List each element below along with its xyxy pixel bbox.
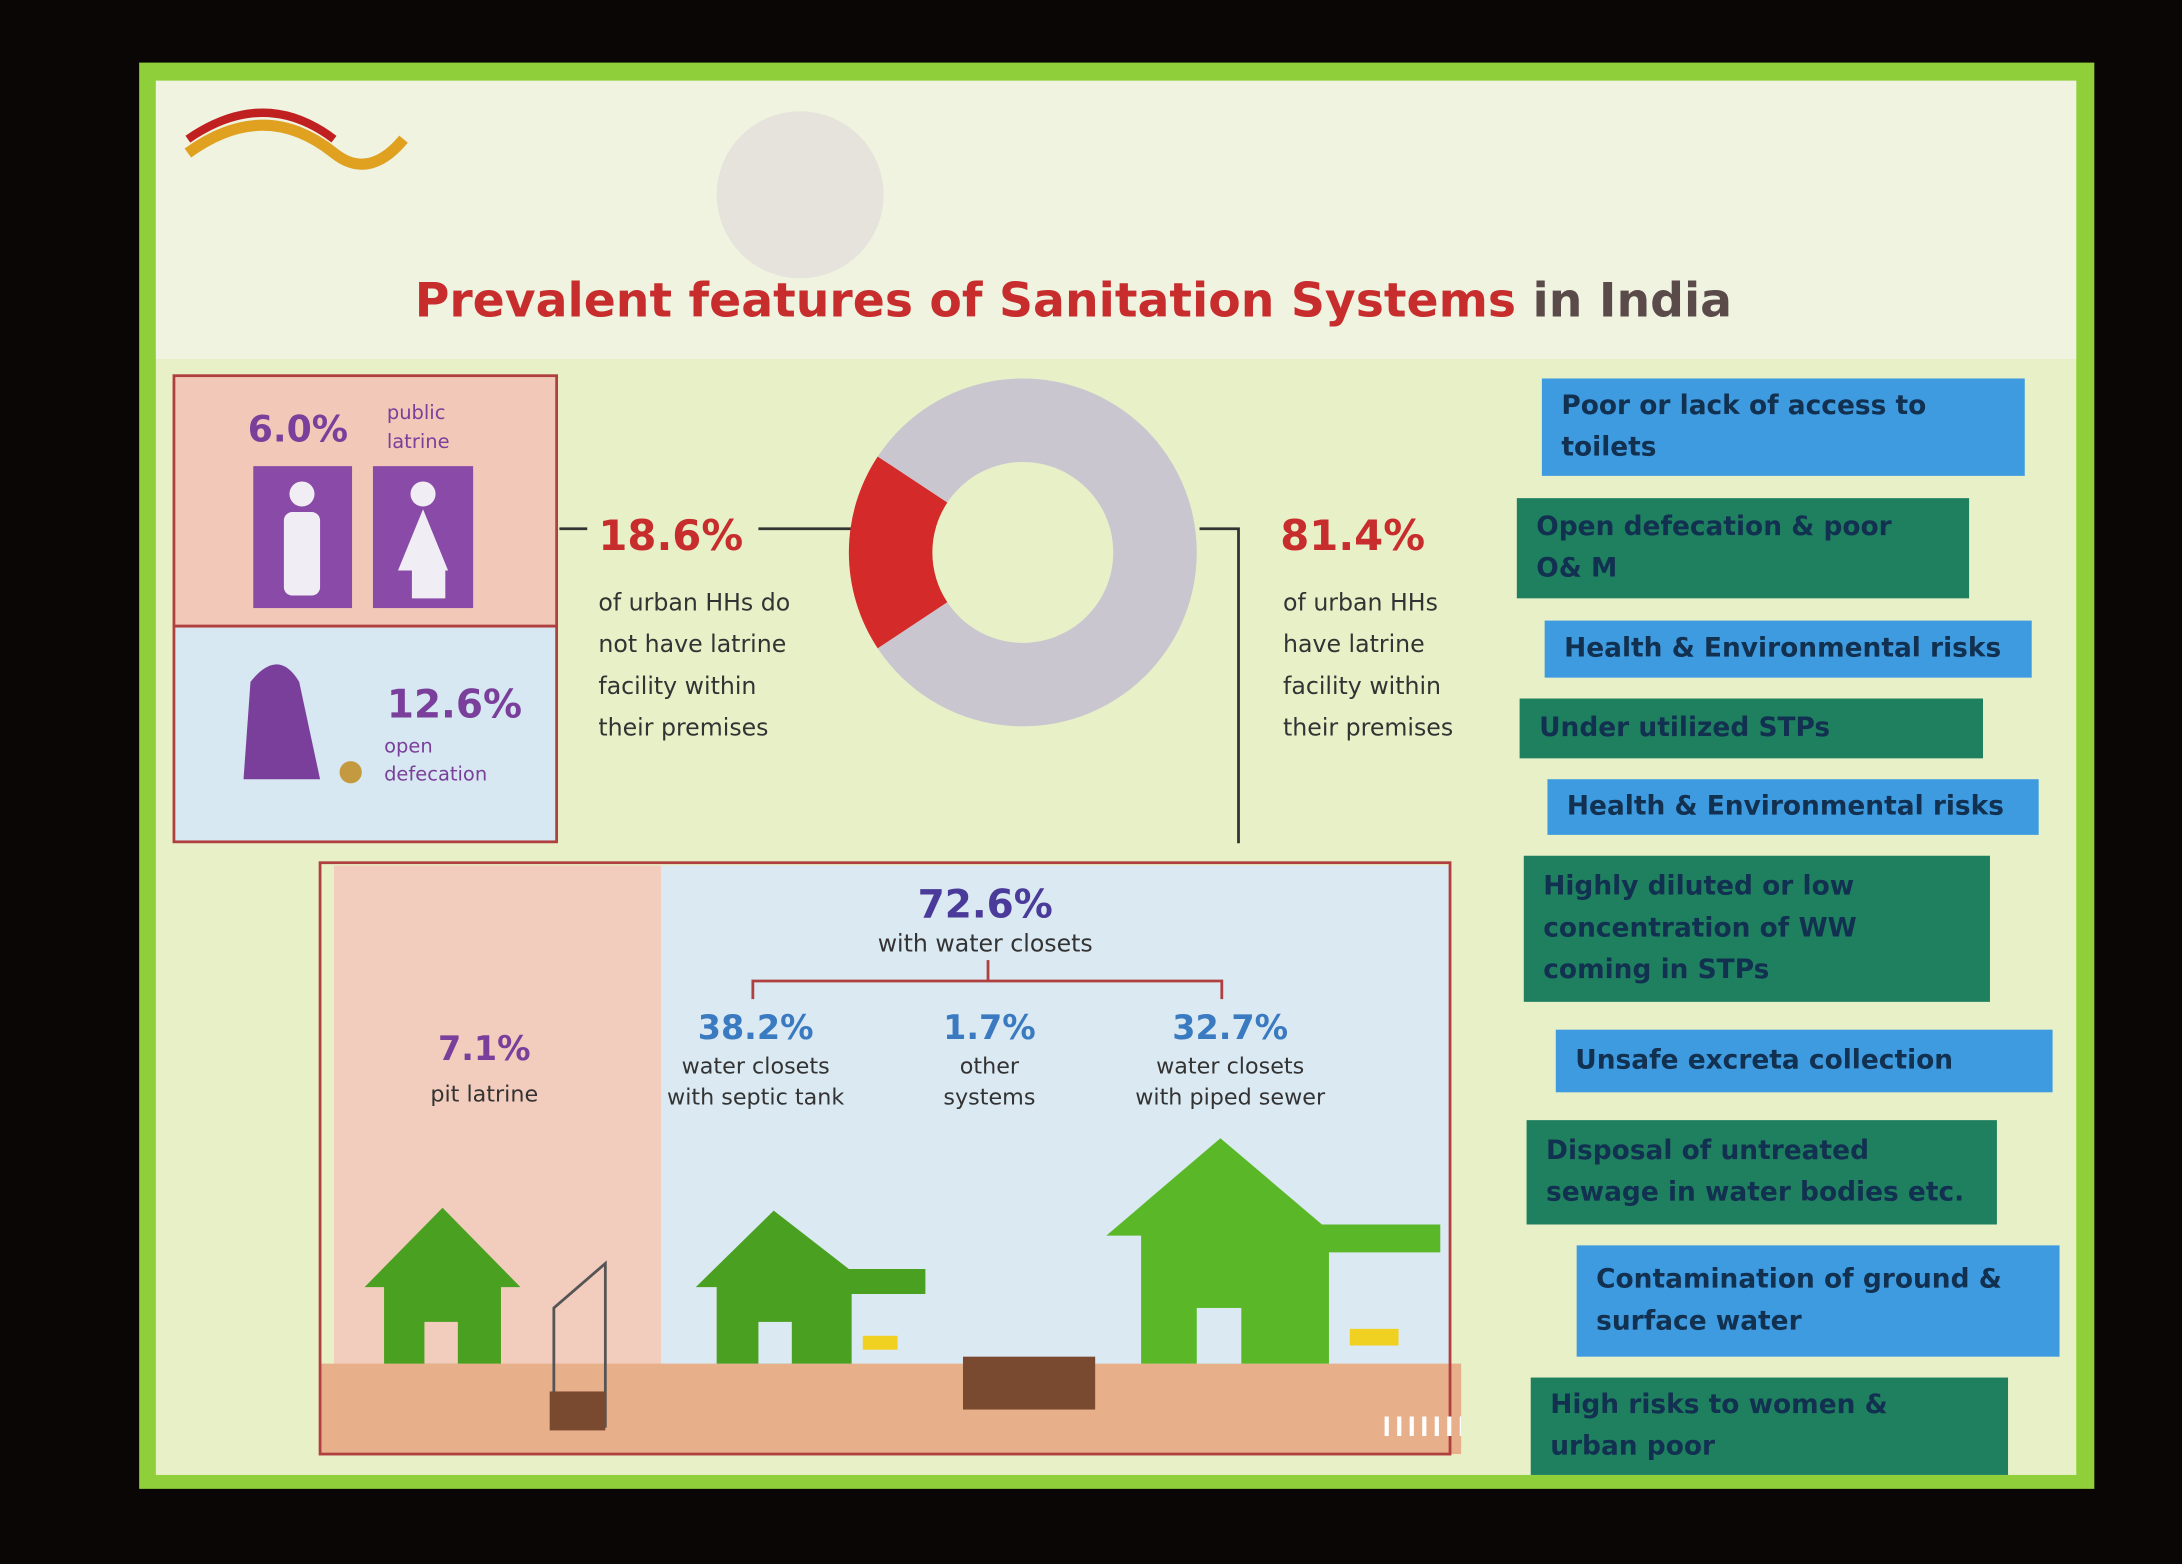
issue-box bbox=[1547, 779, 2039, 835]
breakdown: 7.1% pit latrine 38.2% water closets with se… bbox=[430, 1008, 1326, 1110]
issues: Poor or lack of access to toilets Open def… bbox=[1516, 378, 2060, 1475]
breakdown-label: pit latrine bbox=[430, 1082, 538, 1108]
bottom-frame bbox=[318, 861, 1452, 1456]
no-latrine-value: 18.6% bbox=[598, 511, 743, 560]
door bbox=[758, 1321, 792, 1364]
issue-box bbox=[1541, 378, 2025, 476]
breakdown-label: water closets bbox=[1156, 1054, 1304, 1080]
issue-text: Open defecation & poor bbox=[1536, 511, 1891, 542]
house bbox=[1106, 1138, 1441, 1364]
door bbox=[424, 1321, 458, 1364]
latrine-value: 81.4% bbox=[1280, 511, 1425, 560]
issue-text: Contamination of ground & bbox=[1596, 1264, 2002, 1295]
issue-text: sewage in water bodies etc. bbox=[1546, 1177, 1964, 1208]
globe-logo bbox=[716, 111, 884, 279]
breakdown-label: other bbox=[960, 1054, 1020, 1080]
open-defecation-panel bbox=[172, 624, 559, 844]
female-figure bbox=[397, 509, 449, 599]
waste-icon bbox=[339, 761, 362, 784]
water-closets-value: 72.6% bbox=[918, 883, 1053, 928]
title-rest: in India bbox=[1532, 273, 1732, 328]
public-latrine-label: public bbox=[387, 401, 446, 424]
logo-swoosh bbox=[184, 119, 408, 170]
breakdown-value: 38.2% bbox=[698, 1008, 814, 1047]
issue-text: Under utilized STPs bbox=[1539, 712, 1830, 743]
donut-description: of urban HHs bbox=[1283, 588, 1438, 616]
house bbox=[364, 1207, 521, 1364]
open-defecation-label: defecation bbox=[384, 763, 487, 786]
issue-box bbox=[1576, 1245, 2060, 1357]
public-latrine-panel bbox=[172, 374, 559, 628]
donut-description: not have latrine bbox=[598, 630, 786, 658]
septic-tank bbox=[962, 1356, 1096, 1410]
issue-text: concentration of WW bbox=[1543, 912, 1857, 943]
issue-text: coming in STPs bbox=[1543, 954, 1769, 985]
water-closets-label: with water closets bbox=[878, 929, 1093, 957]
issue-text: Health & Environmental risks bbox=[1564, 633, 2001, 664]
issue-text: urban poor bbox=[1550, 1431, 1715, 1462]
issue-text: Disposal of untreated bbox=[1546, 1135, 1869, 1166]
breakdown-value: 32.7% bbox=[1172, 1008, 1288, 1047]
title: Prevalent features of Sanitation Systems… bbox=[415, 273, 1732, 328]
issue-box bbox=[1523, 855, 1990, 1002]
breakdown-value: 1.7% bbox=[943, 1008, 1036, 1047]
issue-text: Poor or lack of access to bbox=[1561, 390, 1926, 421]
donut-description: their premises bbox=[598, 714, 768, 742]
donut-segment bbox=[848, 456, 948, 649]
breakdown-label: with piped sewer bbox=[1135, 1084, 1326, 1110]
connector bbox=[1199, 527, 1240, 844]
issue-text: Unsafe excreta collection bbox=[1575, 1044, 1953, 1075]
house bbox=[695, 1210, 926, 1364]
open-defecation-label: open bbox=[384, 735, 433, 758]
toilet bbox=[862, 1335, 898, 1350]
title-highlight: Prevalent features of Sanitation Systems bbox=[415, 273, 1516, 328]
slide-header bbox=[155, 80, 2077, 359]
female-head bbox=[410, 481, 436, 507]
donut-description: their premises bbox=[1283, 714, 1453, 742]
issue-text: surface water bbox=[1596, 1305, 1802, 1336]
issue-text: Highly diluted or low bbox=[1543, 871, 1854, 902]
male-figure bbox=[283, 512, 321, 596]
male-head bbox=[289, 481, 315, 507]
donut-description: facility within bbox=[1283, 672, 1441, 700]
breakdown-label: water closets bbox=[682, 1054, 830, 1080]
issue-text: High risks to women & bbox=[1550, 1389, 1887, 1420]
breakdown-label: systems bbox=[943, 1084, 1035, 1110]
donut-chart bbox=[848, 378, 1197, 727]
issue-box bbox=[1555, 1029, 2053, 1093]
defecation-icon bbox=[243, 664, 321, 780]
logo-swoosh bbox=[185, 108, 337, 143]
public-latrine-value: 6.0% bbox=[248, 407, 348, 450]
breakdown-value: 7.1% bbox=[438, 1029, 531, 1068]
issue-box bbox=[1526, 1120, 1997, 1225]
donut-segment bbox=[877, 378, 1197, 727]
ground bbox=[320, 1363, 1462, 1455]
donut-description: have latrine bbox=[1283, 630, 1425, 658]
issue-box bbox=[1516, 498, 1970, 599]
breakdown-label: with septic tank bbox=[667, 1084, 844, 1110]
issue-text: Health & Environmental risks bbox=[1567, 791, 2004, 822]
door bbox=[1196, 1307, 1242, 1364]
public-latrine-label: latrine bbox=[387, 430, 450, 453]
pit bbox=[549, 1391, 606, 1431]
issue-text: O& M bbox=[1536, 553, 1617, 584]
donut-descriptions: of urban HHs do not have latrine facility … bbox=[598, 588, 1453, 741]
issue-box bbox=[1519, 698, 1984, 759]
issue-box bbox=[1530, 1377, 2009, 1475]
issue-text: toilets bbox=[1561, 432, 1656, 463]
donut-description: of urban HHs do bbox=[598, 588, 790, 616]
toilet bbox=[1349, 1328, 1399, 1346]
issue-box bbox=[1544, 620, 2032, 678]
donut-description: facility within bbox=[598, 672, 756, 700]
open-defecation-value: 12.6% bbox=[387, 682, 522, 727]
